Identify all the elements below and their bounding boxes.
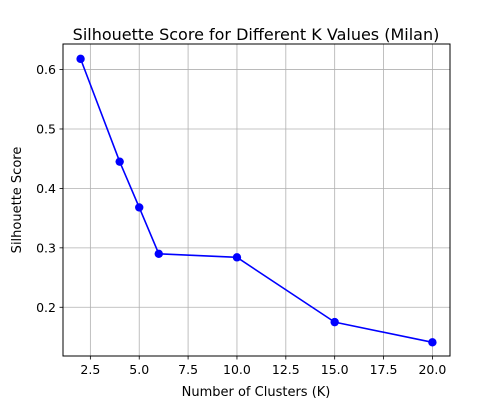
plot-frame xyxy=(62,43,451,357)
y-tick-label: 0.6 xyxy=(36,62,56,77)
x-tick-label: 20.0 xyxy=(418,362,446,377)
series-line xyxy=(79,58,433,344)
data-point xyxy=(135,203,144,212)
x-tick-label: 17.5 xyxy=(370,362,398,377)
x-tick-label: 10.0 xyxy=(223,362,251,377)
data-point xyxy=(154,249,163,258)
y-tick-label: 0.3 xyxy=(36,240,56,255)
data-point xyxy=(115,157,124,166)
x-axis-label: Number of Clusters (K) xyxy=(182,385,331,400)
chart-title: Silhouette Score for Different K Values … xyxy=(73,25,440,44)
y-axis-label: Silhouette Score xyxy=(10,147,25,254)
tick-layer: 2.5 5.0 7.5 10.0 12.5 15.0 17.5 20.0 0.2 0.3 0.4 0.… xyxy=(36,62,446,377)
series-layer xyxy=(76,54,437,347)
y-tick-label: 0.5 xyxy=(36,121,56,136)
data-point xyxy=(428,338,437,347)
grid-layer xyxy=(63,44,450,356)
data-point xyxy=(232,253,242,262)
data-point xyxy=(76,54,85,64)
y-tick-label: 0.4 xyxy=(36,181,56,196)
data-point xyxy=(330,317,339,327)
x-tick-label: 7.5 xyxy=(178,362,198,377)
x-tick-label: 5.0 xyxy=(129,362,149,377)
x-tick-label: 2.5 xyxy=(80,362,100,377)
y-tick-label: 0.2 xyxy=(36,300,56,315)
x-tick-label: 15.0 xyxy=(321,362,349,377)
x-tick-label: 12.5 xyxy=(272,362,300,377)
